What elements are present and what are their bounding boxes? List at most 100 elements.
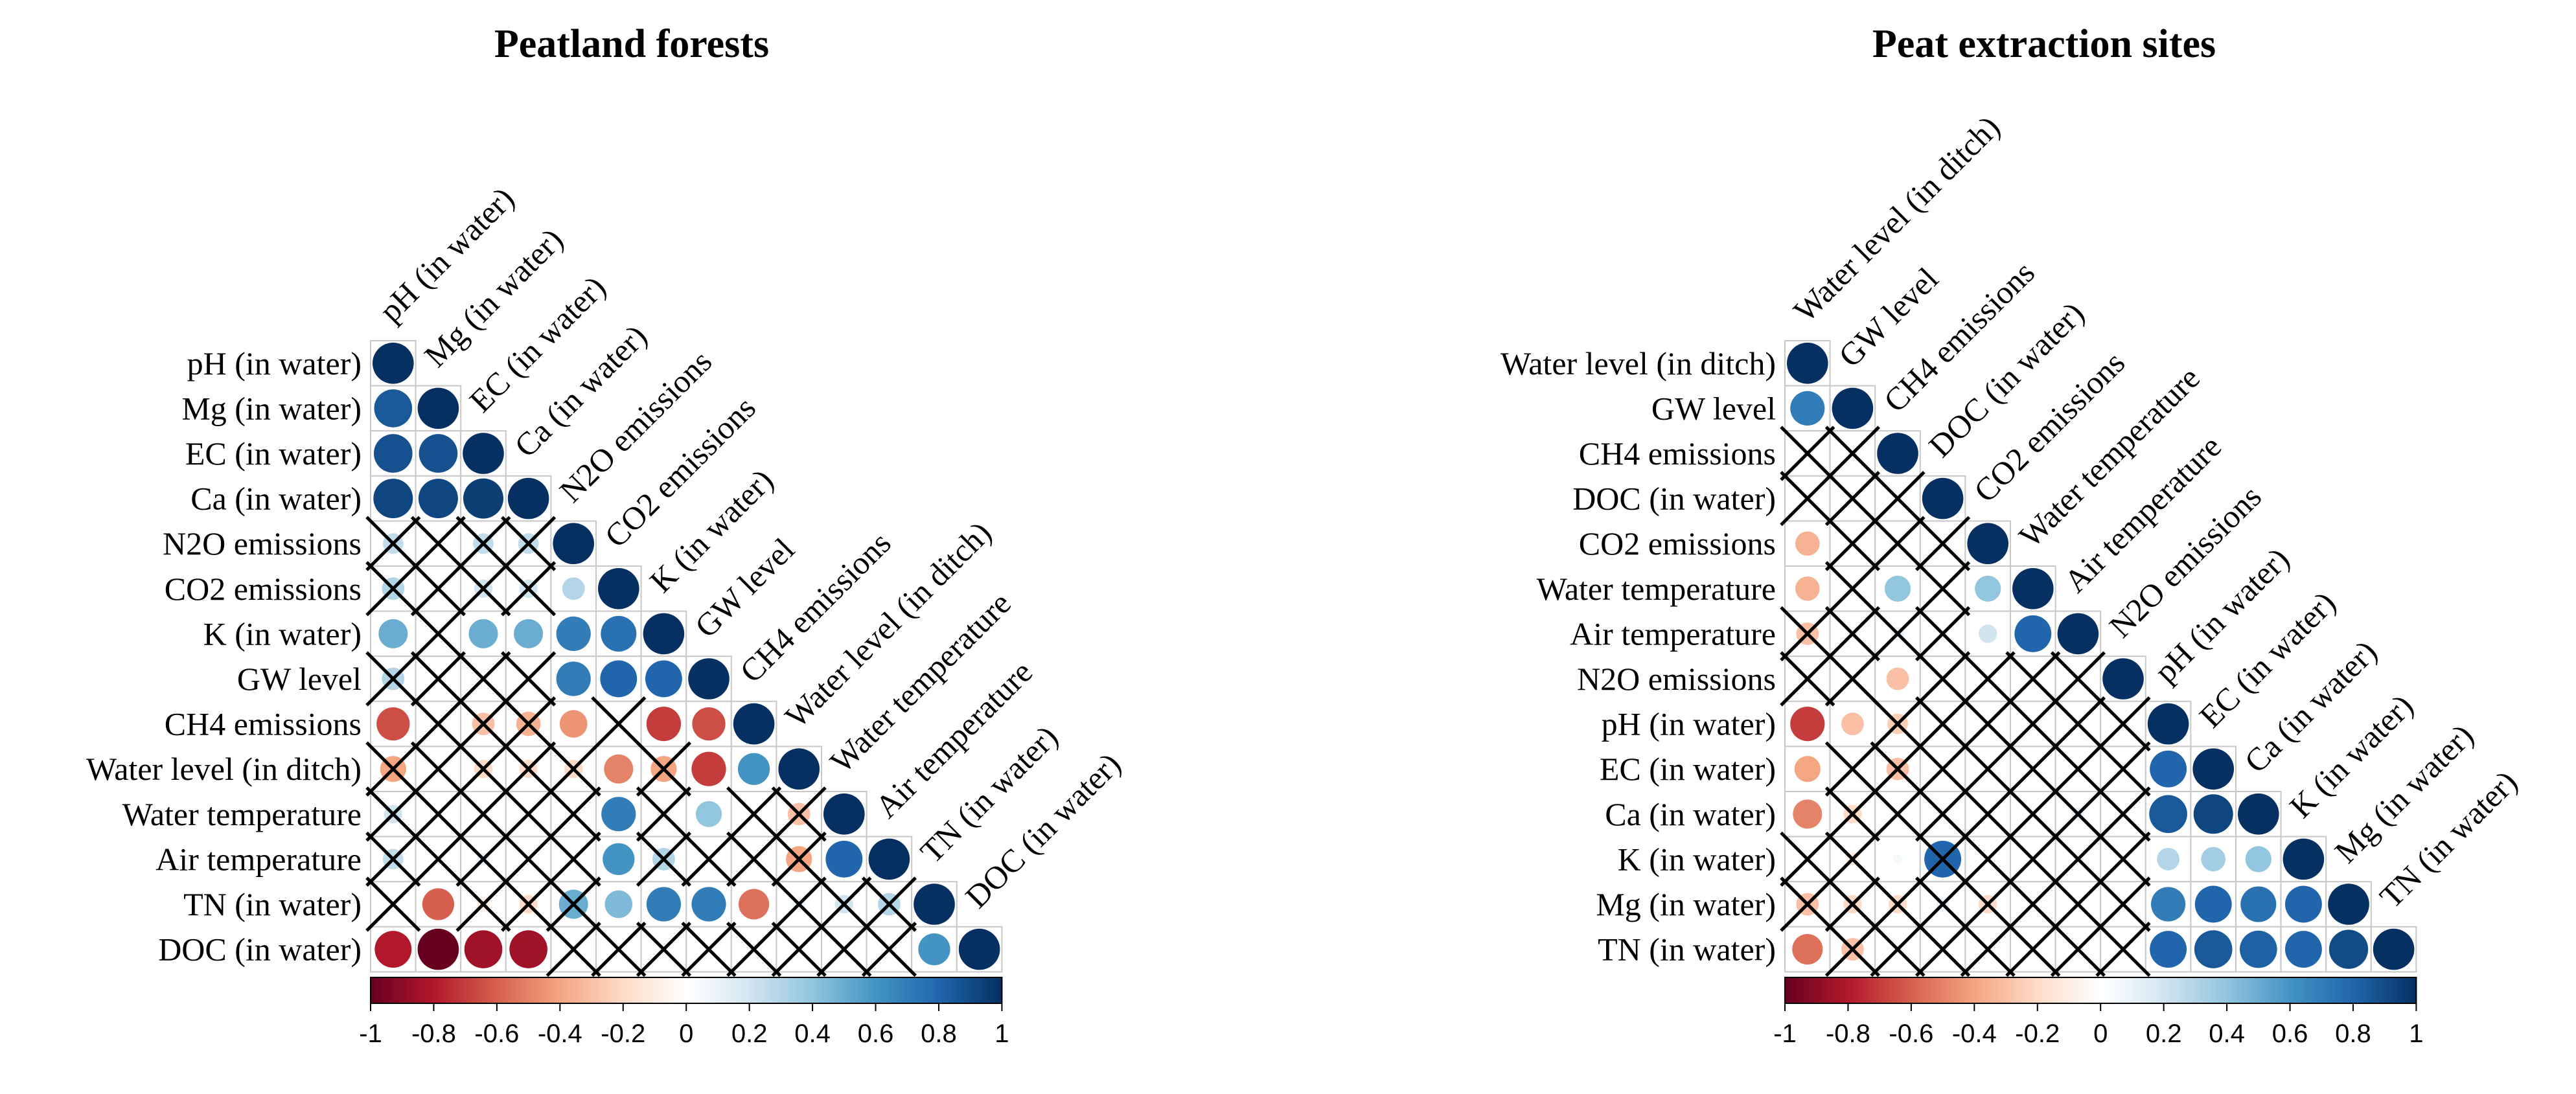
correlation-circle <box>2240 886 2277 922</box>
colorbar-tick-label: 0 <box>679 1020 693 1048</box>
cross-mark <box>591 922 647 977</box>
row-label: DOC (in water) <box>1572 481 1776 517</box>
diagonal-label: DOC (in water) <box>958 746 1127 915</box>
correlation-circle <box>417 387 459 429</box>
cross-mark <box>681 831 737 887</box>
correlation-circle <box>514 619 544 648</box>
colorbar-tick-label: -0.6 <box>474 1020 519 1048</box>
colorbar-tick-label: 0.4 <box>794 1020 831 1048</box>
row-labels: Water level (in ditch) GW level CH4 emissi… <box>1501 345 1776 968</box>
correlation-circle <box>2193 794 2233 834</box>
cross-mark <box>1870 922 1926 977</box>
cross-mark <box>546 922 601 977</box>
cross-mark <box>455 786 511 842</box>
cross-mark <box>726 786 782 842</box>
correlation-circle <box>2245 846 2271 872</box>
cross-mark <box>501 831 557 887</box>
cross-mark <box>1870 471 1926 527</box>
correlation-circle <box>2201 847 2226 872</box>
correlation-circle <box>645 660 682 698</box>
correlation-circle <box>374 931 412 968</box>
cross-mark <box>546 831 601 887</box>
cross-mark <box>1824 426 1880 481</box>
correlation-circle <box>422 888 455 920</box>
cross-mark <box>501 651 557 707</box>
correlation-circle <box>604 890 633 918</box>
correlation-circle <box>695 801 722 827</box>
cross-mark <box>681 922 737 977</box>
correlation-circle <box>419 434 458 473</box>
cross-mark <box>1915 651 1971 707</box>
cross-mark <box>1960 922 2016 977</box>
correlation-circle <box>958 928 1000 970</box>
correlation-circle <box>2150 887 2186 922</box>
cross-mark <box>455 741 511 797</box>
colorbar: -1 -0.8 -0.6 -0.4 -0.2 0 0.2 0.4 0.6 0.8 1 <box>359 977 1009 1048</box>
correlation-circle <box>688 658 730 700</box>
diagonal-label: Air temperature <box>2057 428 2228 599</box>
correlation-circle <box>2328 883 2369 925</box>
cross-mark <box>591 696 647 752</box>
diagonal-label: Air temperature <box>868 654 1039 825</box>
cross-mark <box>771 876 827 932</box>
row-label: EC (in water) <box>185 435 362 472</box>
diagonal-label: DOC (in water) <box>1922 295 2091 464</box>
cross-mark <box>1780 426 1835 481</box>
correlogram-peat-extraction-sites: Peat extraction sites Water level (in di… <box>1501 22 2524 1048</box>
cross-mark <box>365 786 421 842</box>
colorbar-tick-label: 0.6 <box>858 1020 894 1048</box>
cross-mark <box>2095 922 2151 977</box>
row-label: CH4 emissions <box>165 706 362 742</box>
cross-mark <box>2095 696 2151 752</box>
correlation-circle <box>918 933 950 966</box>
correlation-circle <box>2057 613 2099 655</box>
cross-mark <box>365 876 421 932</box>
correlation-circle <box>2147 703 2189 745</box>
correlation-circle <box>2149 795 2187 834</box>
correlation-circle <box>643 613 685 655</box>
chart-title: Peatland forests <box>494 22 769 66</box>
cross-mark <box>2050 696 2106 752</box>
colorbar-tick-label: 0 <box>2093 1020 2108 1048</box>
correlation-circle <box>2283 838 2325 880</box>
cross-mark <box>1915 741 1971 797</box>
cross-mark <box>1960 651 2016 707</box>
correlation-circle <box>417 928 459 970</box>
correlation-circle <box>1877 433 1918 474</box>
cross-mark <box>2050 831 2106 887</box>
cross-mark <box>2005 876 2061 932</box>
cross-mark <box>546 786 601 842</box>
cross-mark <box>1824 606 1880 661</box>
cross-mark <box>1915 606 1971 661</box>
correlation-circle <box>373 343 414 384</box>
correlation-circle <box>914 883 955 925</box>
correlation-circle <box>556 616 591 652</box>
correlation-circle <box>692 707 726 741</box>
correlation-circle <box>2150 750 2187 788</box>
row-label: pH (in water) <box>1602 706 1776 742</box>
row-label: Water temperature <box>122 796 362 832</box>
cross-mark <box>1870 606 1926 661</box>
cross-mark <box>1780 471 1835 527</box>
correlation-circle <box>553 523 594 564</box>
cross-mark <box>726 922 782 977</box>
cross-mark <box>1780 876 1835 932</box>
correlation-circle <box>463 433 504 474</box>
cross-mark <box>1780 651 1835 707</box>
cross-mark <box>816 922 872 977</box>
correlation-circle <box>2157 847 2180 871</box>
correlation-circle <box>600 660 638 698</box>
row-label: Water level (in ditch) <box>86 751 362 787</box>
cross-mark <box>1824 741 1880 797</box>
cross-mark <box>410 696 466 752</box>
cross-mark <box>365 651 421 707</box>
row-label: Ca (in water) <box>190 481 362 517</box>
correlation-circle <box>562 577 585 600</box>
correlation-circle <box>2150 931 2187 968</box>
colorbar-tick-label: 0.2 <box>731 1020 768 1048</box>
cross-mark <box>2095 741 2151 797</box>
correlation-circle <box>1795 531 1820 556</box>
cross-mark <box>1915 876 1971 932</box>
correlation-circle <box>2284 885 2322 923</box>
cross-mark <box>2095 786 2151 842</box>
